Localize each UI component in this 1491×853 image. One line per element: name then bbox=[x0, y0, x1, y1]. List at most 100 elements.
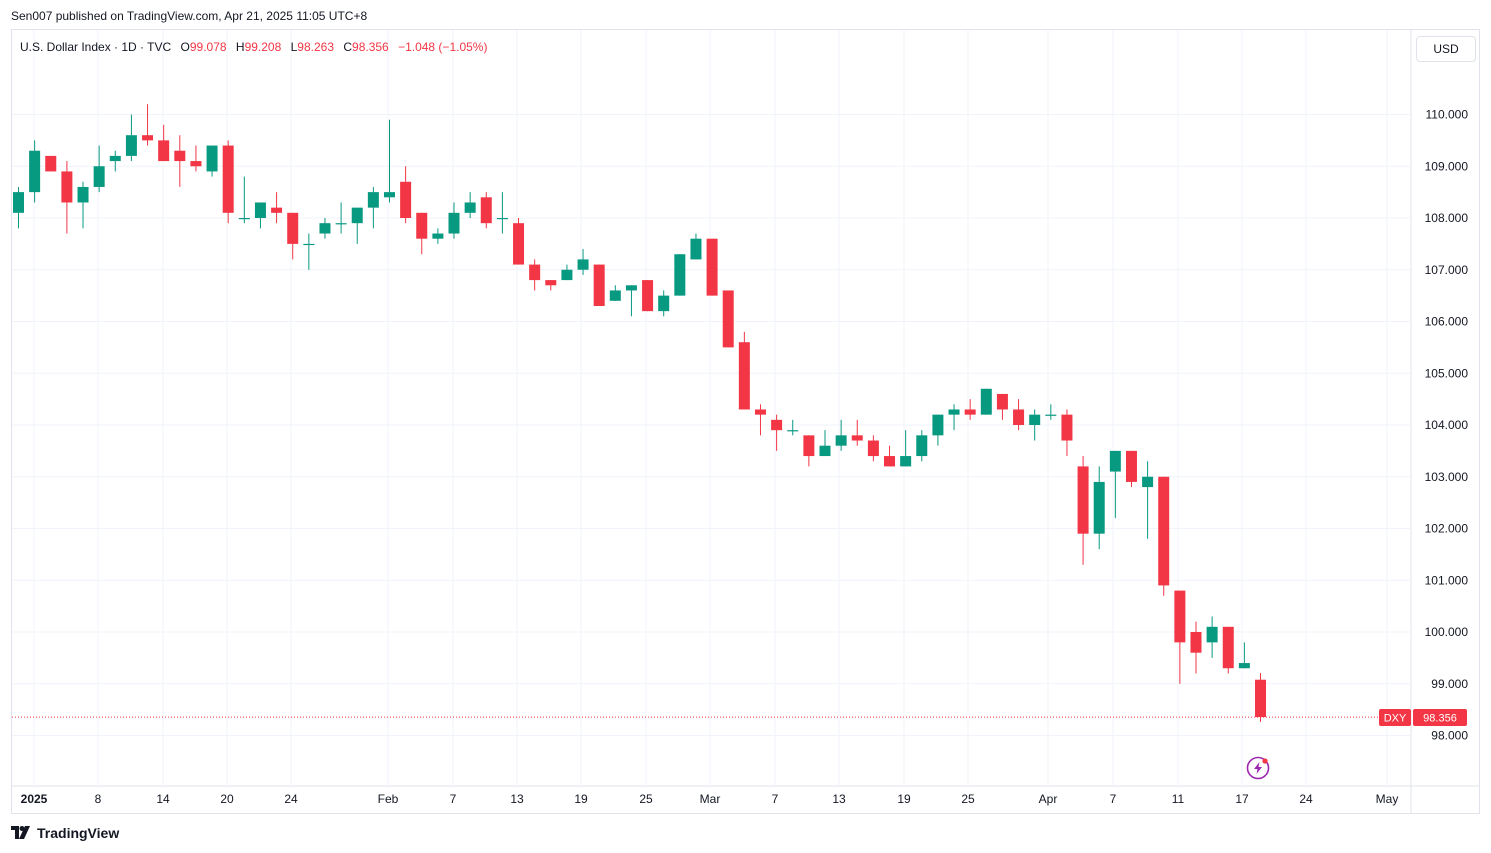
lightning-icon[interactable] bbox=[1246, 756, 1270, 780]
candle bbox=[754, 404, 766, 436]
candle-body bbox=[158, 140, 170, 162]
legend-open: 99.078 bbox=[189, 40, 227, 54]
candle-body bbox=[545, 280, 557, 286]
candle-body bbox=[851, 435, 863, 441]
candle bbox=[335, 202, 347, 234]
candle bbox=[1029, 409, 1041, 441]
candle-body bbox=[948, 409, 960, 415]
candle-body bbox=[996, 393, 1008, 410]
candle bbox=[722, 290, 734, 348]
price-tick-label: 108.000 bbox=[1425, 211, 1469, 225]
candle bbox=[1206, 616, 1218, 658]
candle bbox=[1255, 672, 1267, 722]
candle bbox=[480, 192, 492, 229]
candle-body bbox=[884, 456, 896, 467]
candle bbox=[529, 259, 541, 291]
candle bbox=[1222, 626, 1234, 674]
candle bbox=[1125, 450, 1137, 488]
candle bbox=[1142, 461, 1154, 539]
candle bbox=[803, 435, 815, 467]
chart-legend: U.S. Dollar Index · 1D · TVC O99.078 H99… bbox=[20, 40, 487, 54]
candle-body bbox=[287, 212, 299, 244]
time-tick-label: 14 bbox=[156, 792, 170, 806]
candle-body bbox=[416, 212, 428, 239]
candle bbox=[916, 430, 928, 462]
candle-body bbox=[303, 243, 315, 246]
candle bbox=[383, 119, 395, 203]
candle bbox=[287, 212, 299, 260]
chart-frame[interactable] bbox=[11, 29, 1480, 814]
candle-body bbox=[1013, 409, 1025, 425]
time-tick-label: 8 bbox=[95, 792, 102, 806]
candle-body bbox=[803, 435, 815, 457]
candle bbox=[206, 145, 218, 177]
currency-button[interactable]: USD bbox=[1416, 36, 1476, 62]
candle-body bbox=[93, 166, 105, 187]
candle-body bbox=[1029, 414, 1041, 425]
time-tick-label: 11 bbox=[1172, 792, 1185, 806]
price-tick-label: 99.000 bbox=[1431, 677, 1468, 691]
time-tick-label: Mar bbox=[700, 792, 721, 806]
candle-body bbox=[174, 150, 186, 162]
candle bbox=[271, 192, 283, 224]
candle bbox=[367, 186, 379, 229]
candle-body bbox=[867, 440, 879, 457]
candle-body bbox=[1109, 450, 1121, 472]
candle-body bbox=[642, 280, 654, 312]
brand-name: TradingView bbox=[37, 825, 120, 841]
candle-body bbox=[29, 150, 41, 193]
price-axis[interactable]: 98.000 99.000 100.000 101.000 102.000 103.000… bbox=[1425, 108, 1469, 743]
candle bbox=[222, 140, 234, 224]
candle-body bbox=[787, 430, 799, 432]
candle bbox=[1238, 642, 1250, 669]
time-tick-label: 2025 bbox=[21, 792, 48, 806]
candle-body bbox=[254, 202, 266, 218]
candle-body bbox=[722, 290, 734, 348]
time-tick-label: 20 bbox=[220, 792, 234, 806]
candle bbox=[884, 445, 896, 467]
candle bbox=[1158, 476, 1170, 596]
candle bbox=[1013, 399, 1025, 431]
legend-open-label: O bbox=[180, 40, 190, 54]
price-tick-label: 109.000 bbox=[1425, 159, 1469, 173]
candle-body bbox=[577, 259, 589, 270]
last-price-tag: DXY 98.356 bbox=[1379, 709, 1467, 726]
candle bbox=[142, 104, 154, 146]
candle bbox=[174, 135, 186, 187]
candle-body bbox=[593, 264, 605, 306]
candle-body bbox=[980, 388, 992, 415]
price-tick-label: 104.000 bbox=[1425, 418, 1469, 432]
candle bbox=[658, 290, 670, 317]
tradingview-logo-icon bbox=[11, 826, 30, 839]
candle bbox=[1093, 466, 1105, 550]
time-tick-label: 25 bbox=[961, 792, 975, 806]
candle bbox=[819, 430, 831, 457]
candle bbox=[851, 419, 863, 446]
time-tick-label: 7 bbox=[450, 792, 457, 806]
legend-high: 99.208 bbox=[244, 40, 282, 54]
legend-low: 98.263 bbox=[297, 40, 334, 54]
candle-body bbox=[432, 233, 444, 239]
candle bbox=[464, 192, 476, 218]
legend-low-label: L bbox=[290, 40, 298, 54]
candle-body bbox=[1093, 481, 1105, 534]
candle-body bbox=[561, 269, 573, 281]
candle-body bbox=[1158, 476, 1170, 586]
candle bbox=[416, 212, 428, 255]
candle-body bbox=[819, 445, 831, 457]
published-info: Sen007 published on TradingView.com, Apr… bbox=[11, 9, 368, 23]
candle-body bbox=[900, 456, 912, 467]
candle-body bbox=[1190, 632, 1202, 653]
candle-body bbox=[206, 145, 218, 172]
candle bbox=[996, 393, 1008, 420]
legend-change: −1.048 (−1.05%) bbox=[398, 40, 488, 54]
candle bbox=[45, 155, 57, 172]
time-axis[interactable]: 2025 8 14 20 24 Feb 7 13 19 25 Mar 7 13 19 25 Apr 7 11 17 2… bbox=[21, 792, 1399, 806]
price-tick-label: 102.000 bbox=[1425, 522, 1469, 536]
candle bbox=[835, 419, 847, 451]
candle bbox=[432, 228, 444, 244]
footer-brand[interactable]: TradingView bbox=[11, 825, 119, 841]
price-tick-label: 100.000 bbox=[1425, 625, 1469, 639]
price-tick-label: 103.000 bbox=[1425, 470, 1469, 484]
